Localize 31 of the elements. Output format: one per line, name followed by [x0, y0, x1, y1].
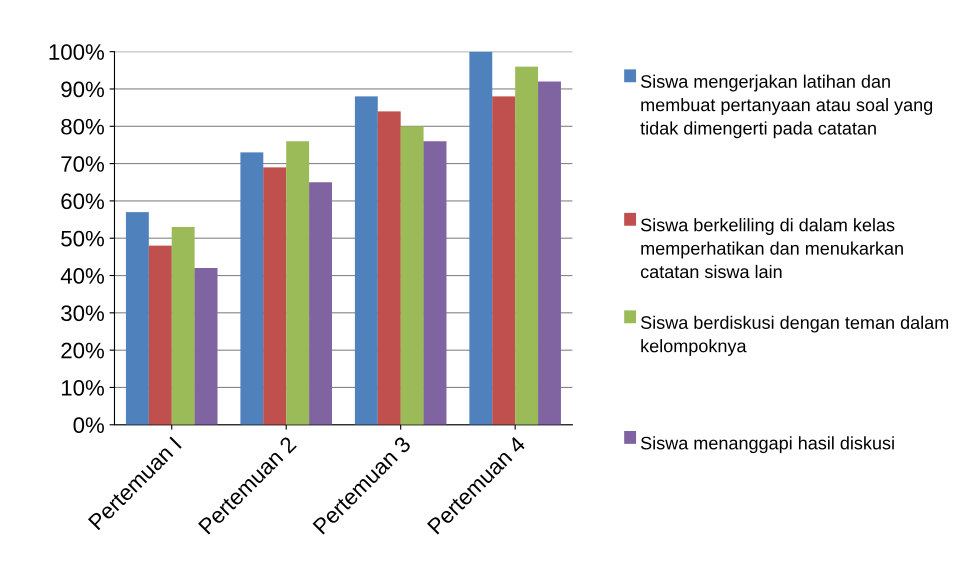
- bar: [354, 96, 378, 425]
- legend-label: Siswa berdiskusi dengan teman dalam kelompoknya: [640, 316, 948, 356]
- bar: [538, 82, 561, 425]
- bar: [194, 268, 218, 425]
- y-tick-label: 50%: [61, 230, 104, 246]
- bar: [240, 152, 264, 425]
- y-tick-label: 0%: [74, 417, 104, 434]
- bar: [378, 111, 401, 425]
- y-tick-label: 80%: [61, 118, 104, 135]
- bar: [126, 212, 149, 425]
- bar: [309, 182, 332, 425]
- y-tick-label: 30%: [61, 305, 104, 322]
- y-tick-label: 90%: [61, 82, 104, 98]
- y-tick-label: 40%: [60, 268, 104, 284]
- bar: [286, 141, 310, 425]
- bar: [515, 66, 538, 425]
- bar: [148, 246, 172, 425]
- bar: [172, 227, 195, 425]
- y-tick-label: 70%: [61, 156, 104, 172]
- legend-label: Siswa mengerjakan latihan dan membuat pertanyaan atau soal yang tidak dimengerti pada catatan: [640, 74, 932, 138]
- bar: [400, 126, 424, 425]
- y-tick-label: 60%: [61, 193, 104, 210]
- bar: [424, 141, 446, 425]
- legend-label: Siswa berkeliling di dalam kelas memperhatikan dan menukarkan catatan siswa lain: [640, 218, 903, 278]
- y-tick-label: 100%: [50, 44, 104, 60]
- bar: [263, 167, 286, 425]
- legend-label: Siswa menanggapi hasil diskusi: [640, 436, 894, 454]
- bar: [469, 52, 492, 425]
- bar: [492, 96, 516, 425]
- y-tick-label: 20%: [61, 342, 104, 358]
- y-tick-label: 10%: [62, 380, 104, 396]
